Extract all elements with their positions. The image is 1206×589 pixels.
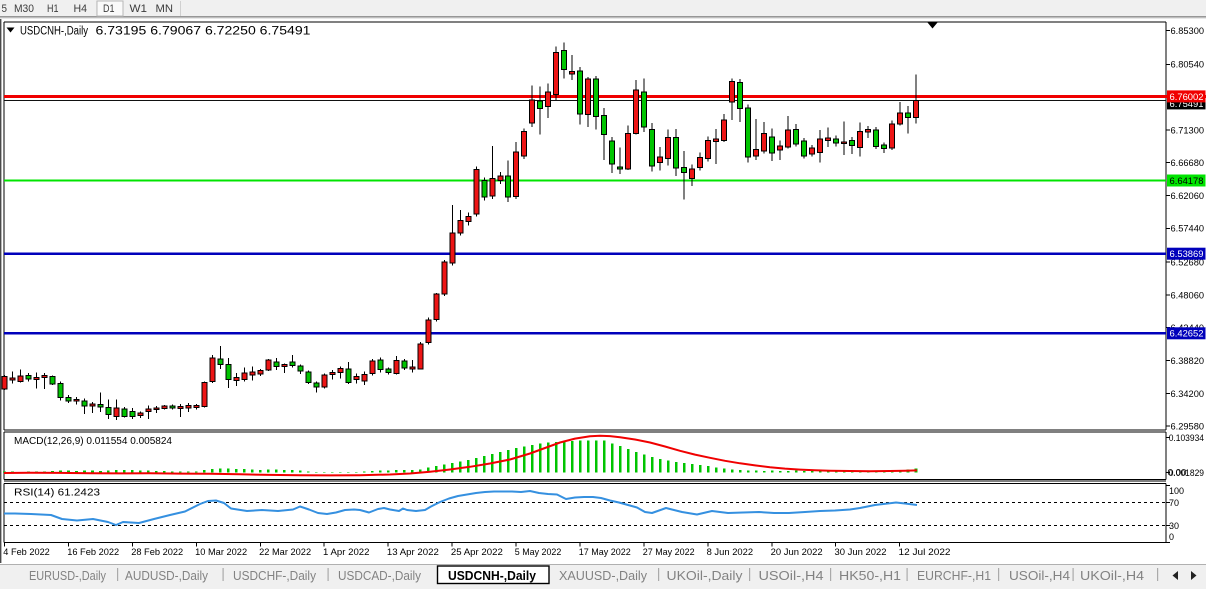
svg-text:12 Jul 2022: 12 Jul 2022 <box>899 547 951 558</box>
svg-text:USDCNH-,Daily: USDCNH-,Daily <box>20 26 88 38</box>
svg-text:EURUSD-,Daily: EURUSD-,Daily <box>29 568 106 583</box>
svg-text:AUDUSD-,Daily: AUDUSD-,Daily <box>125 568 208 583</box>
svg-text:27 May 2022: 27 May 2022 <box>643 547 695 558</box>
svg-text:30: 30 <box>1169 521 1179 531</box>
svg-text:USDCAD-,Daily: USDCAD-,Daily <box>338 568 421 583</box>
svg-text:100: 100 <box>1169 486 1184 496</box>
svg-text:8 Jun 2022: 8 Jun 2022 <box>707 547 754 558</box>
svg-text:28 Feb 2022: 28 Feb 2022 <box>131 547 183 558</box>
svg-text:6.48060: 6.48060 <box>1171 290 1205 301</box>
svg-text:6.62060: 6.62060 <box>1171 191 1205 202</box>
svg-text:20 Jun 2022: 20 Jun 2022 <box>771 547 823 558</box>
svg-text:6.52680: 6.52680 <box>1171 258 1205 269</box>
svg-text:USOil-,H4: USOil-,H4 <box>1009 568 1070 583</box>
svg-text:USOil-,H4: USOil-,H4 <box>759 568 824 583</box>
svg-text:6.66680: 6.66680 <box>1171 158 1205 169</box>
svg-text:MACD(12,26,9) 0.011554 0.00582: MACD(12,26,9) 0.011554 0.005824 <box>14 436 172 447</box>
svg-text:0.001829: 0.001829 <box>1169 468 1204 479</box>
svg-text:USDCHF-,Daily: USDCHF-,Daily <box>233 568 316 583</box>
svg-text:HK50-,H1: HK50-,H1 <box>839 568 901 583</box>
svg-text:17 May 2022: 17 May 2022 <box>579 547 631 558</box>
svg-text:10 Mar 2022: 10 Mar 2022 <box>195 547 247 558</box>
svg-text:30 Jun 2022: 30 Jun 2022 <box>835 547 887 558</box>
svg-text:0.00: 0.00 <box>1168 467 1187 478</box>
svg-text:6.53869: 6.53869 <box>1170 249 1204 260</box>
svg-text:1 Apr 2022: 1 Apr 2022 <box>323 547 370 558</box>
svg-text:UKOil-,Daily: UKOil-,Daily <box>667 568 744 583</box>
svg-text:6.38820: 6.38820 <box>1171 356 1205 367</box>
svg-text:6.85300: 6.85300 <box>1171 26 1205 37</box>
svg-text:16 Feb 2022: 16 Feb 2022 <box>67 547 119 558</box>
svg-text:6.76002: 6.76002 <box>1170 92 1204 103</box>
svg-text:M30: M30 <box>14 3 34 15</box>
svg-text:6.29580: 6.29580 <box>1171 422 1205 433</box>
svg-text:6.64178: 6.64178 <box>1170 176 1204 187</box>
svg-text:H4: H4 <box>74 3 88 15</box>
svg-text:6.57440: 6.57440 <box>1171 224 1205 235</box>
svg-text:6.75491: 6.75491 <box>1170 99 1204 110</box>
svg-text:EURCHF-,H1: EURCHF-,H1 <box>917 568 991 583</box>
svg-text:H1: H1 <box>47 3 59 15</box>
svg-text:5 May 2022: 5 May 2022 <box>515 547 562 558</box>
svg-text:D1: D1 <box>103 3 115 15</box>
svg-text:UKOil-,H4: UKOil-,H4 <box>1080 568 1144 583</box>
svg-text:XAUUSD-,Daily: XAUUSD-,Daily <box>559 568 647 583</box>
svg-text:6.42652: 6.42652 <box>1170 329 1204 340</box>
svg-text:6.73195 6.79067 6.72250 6.7549: 6.73195 6.79067 6.72250 6.75491 <box>96 26 311 38</box>
svg-text:MN: MN <box>156 3 174 15</box>
svg-text:USDCNH-,Daily: USDCNH-,Daily <box>448 568 537 583</box>
svg-text:5: 5 <box>2 3 8 15</box>
svg-text:70: 70 <box>1169 498 1179 508</box>
svg-text:W1: W1 <box>130 3 148 15</box>
svg-text:25 Apr 2022: 25 Apr 2022 <box>451 547 503 558</box>
svg-text:4 Feb 2022: 4 Feb 2022 <box>3 547 50 558</box>
svg-text:22 Mar 2022: 22 Mar 2022 <box>259 547 311 558</box>
svg-text:0.103934: 0.103934 <box>1169 433 1204 444</box>
svg-text:RSI(14) 61.2423: RSI(14) 61.2423 <box>14 488 101 499</box>
svg-text:6.34200: 6.34200 <box>1171 389 1205 400</box>
svg-text:6.80540: 6.80540 <box>1171 60 1205 71</box>
svg-text:13 Apr 2022: 13 Apr 2022 <box>387 547 439 558</box>
svg-text:0: 0 <box>1169 532 1174 542</box>
svg-text:6.71300: 6.71300 <box>1171 125 1205 136</box>
